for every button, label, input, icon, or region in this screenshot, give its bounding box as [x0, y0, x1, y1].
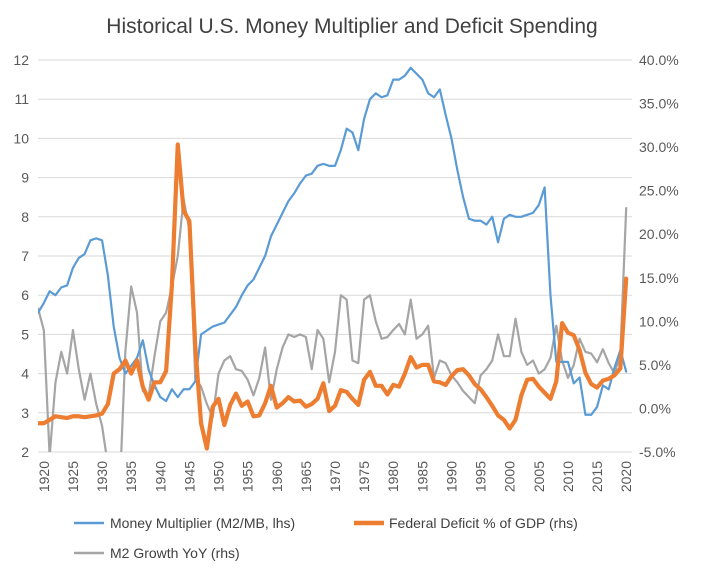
x-tick-label: 1935 [123, 461, 139, 492]
left-tick-label: 2 [21, 444, 29, 460]
left-tick-label: 8 [21, 209, 29, 225]
left-tick-label: 10 [13, 130, 29, 146]
right-tick-label: 20.0% [639, 226, 679, 242]
x-axis-ticks: 1920 1925 1930 1935 1940 1945 1950 1955 1960 1965… [36, 461, 634, 492]
left-tick-label: 9 [21, 170, 29, 186]
x-tick-label: 2005 [531, 461, 547, 492]
right-tick-label: 40.0% [639, 52, 679, 68]
x-tick-label: 1995 [473, 461, 489, 492]
series-line-1 [38, 142, 629, 451]
x-tick-label: 1985 [414, 461, 430, 492]
x-tick-label: 1980 [385, 461, 401, 492]
left-axis-ticks: 2 3 4 5 6 7 8 9 10 11 12 [13, 52, 29, 460]
x-tick-label: 1925 [65, 461, 81, 492]
chart-title: Historical U.S. Money Multiplier and Def… [106, 15, 597, 38]
legend-label-federal-deficit: Federal Deficit % of GDP (rhs) [389, 515, 578, 531]
left-tick-label: 6 [21, 287, 29, 303]
x-tick-label: 1940 [152, 461, 168, 492]
right-tick-label: 0.0% [639, 400, 671, 416]
x-tick-label: 1960 [269, 461, 285, 492]
legend-label-m2-growth: M2 Growth YoY (rhs) [110, 545, 240, 561]
right-tick-label: 25.0% [639, 183, 679, 199]
right-tick-label: 30.0% [639, 139, 679, 155]
grid-lines [38, 59, 632, 453]
right-tick-label: 35.0% [639, 96, 679, 112]
x-tick-label: 1950 [211, 461, 227, 492]
x-tick-label: 1965 [298, 461, 314, 492]
right-tick-label: 10.0% [639, 313, 679, 329]
legend-item-money-multiplier: Money Multiplier (M2/MB, lhs) [74, 515, 295, 531]
left-tick-label: 3 [21, 405, 29, 421]
x-tick-label: 2015 [589, 461, 605, 492]
left-tick-label: 11 [14, 91, 29, 107]
x-tick-label: 1970 [327, 461, 343, 492]
x-tick-label: 1975 [356, 461, 372, 492]
x-tick-label: 1920 [36, 461, 52, 492]
series-layer [38, 66, 629, 452]
legend-item-federal-deficit: Federal Deficit % of GDP (rhs) [354, 515, 578, 531]
left-tick-label: 7 [21, 248, 29, 264]
x-tick-label: 2020 [618, 461, 634, 492]
legend: Money Multiplier (M2/MB, lhs) Federal De… [74, 515, 578, 561]
right-tick-label: 5.0% [639, 357, 671, 373]
x-tick-label: 1955 [240, 461, 256, 492]
legend-label-money-multiplier: Money Multiplier (M2/MB, lhs) [110, 515, 295, 531]
series-line-2 [38, 198, 628, 452]
x-tick-label: 1945 [181, 461, 197, 492]
x-tick-label: 1990 [443, 461, 459, 492]
left-tick-label: 4 [21, 366, 29, 382]
left-tick-label: 12 [13, 52, 29, 68]
legend-item-m2-growth: M2 Growth YoY (rhs) [74, 545, 240, 561]
right-tick-label: 15.0% [639, 270, 679, 286]
x-tick-label: 2000 [502, 461, 518, 492]
right-axis-ticks: -5.0% 0.0% 5.0% 10.0% 15.0% 20.0% 25.0% 30.0% 35… [639, 52, 679, 460]
left-tick-label: 5 [21, 326, 29, 342]
x-tick-label: 2010 [560, 461, 576, 492]
right-tick-label: -5.0% [639, 444, 676, 460]
x-tick-label: 1930 [94, 461, 110, 492]
